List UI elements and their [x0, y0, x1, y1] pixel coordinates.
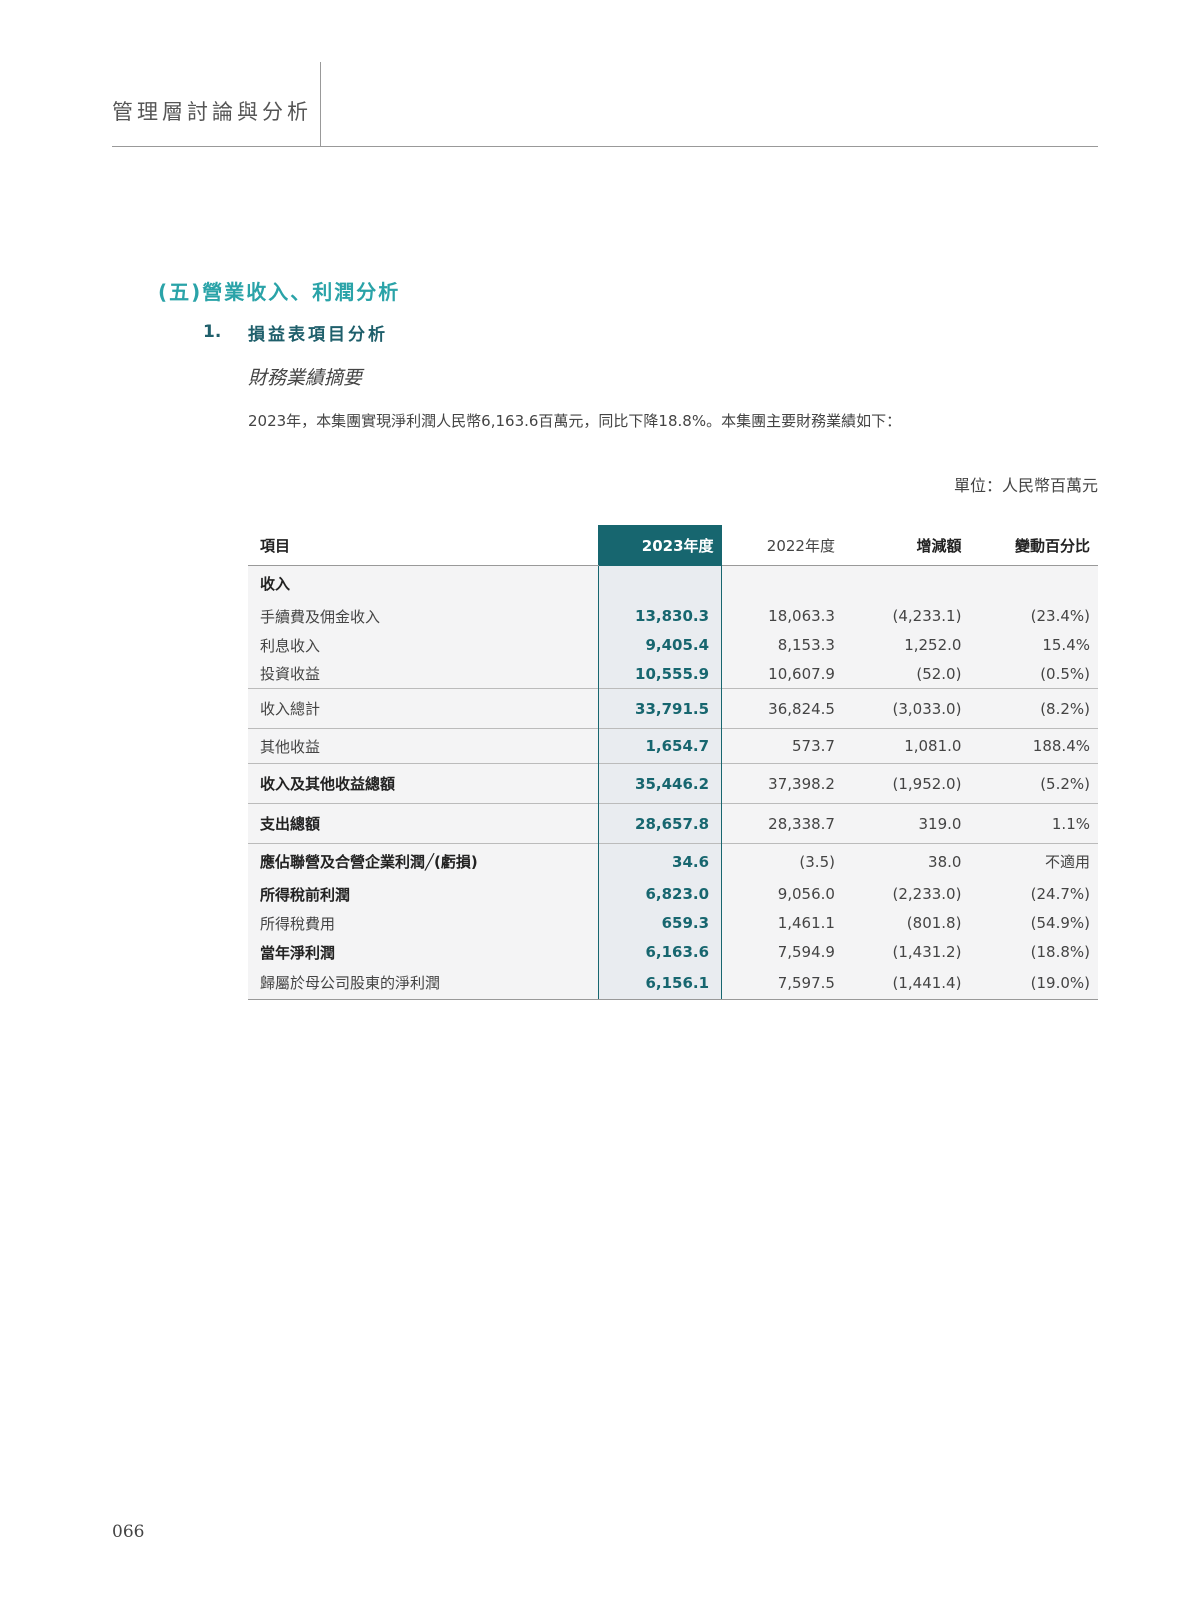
- value-2022: (3.5): [721, 843, 843, 880]
- row-label: 手續費及佣金收入: [248, 601, 599, 631]
- value-2023: 33,791.5: [597, 688, 723, 729]
- row-label: 收入總計: [248, 688, 599, 729]
- value-2023: [597, 565, 723, 602]
- table-row: 收入: [248, 565, 1098, 602]
- header-item: 項目: [248, 525, 599, 566]
- value-2022: 8,153.3: [721, 630, 843, 660]
- value-2022: 9,056.0: [721, 879, 843, 909]
- value-change-pct: 188.4%: [969, 728, 1098, 764]
- row-label: 應佔聯營及合營企業利潤╱(虧損): [248, 843, 599, 880]
- table-row: 支出總額 28,657.8 28,338.7 319.0 1.1%: [248, 803, 1098, 844]
- header-2023: 2023年度: [598, 525, 722, 566]
- value-2023: 34.6: [597, 843, 723, 880]
- page-number: 066: [112, 1522, 145, 1542]
- value-change: 1,081.0: [842, 728, 970, 764]
- value-change: 319.0: [842, 803, 970, 844]
- table-row: 應佔聯營及合營企業利潤╱(虧損) 34.6 (3.5) 38.0 不適用: [248, 843, 1098, 880]
- value-change-pct: 不適用: [969, 843, 1098, 880]
- value-2023: 9,405.4: [597, 630, 723, 660]
- table-row: 投資收益 10,555.9 10,607.9 (52.0) (0.5%): [248, 659, 1098, 689]
- value-2022: [721, 565, 843, 602]
- value-2022: 18,063.3: [721, 601, 843, 631]
- row-label: 其他收益: [248, 728, 599, 764]
- table-row: 當年淨利潤 6,163.6 7,594.9 (1,431.2) (18.8%): [248, 937, 1098, 967]
- value-2023: 6,163.6: [597, 937, 723, 967]
- row-label: 所得稅前利潤: [248, 879, 599, 909]
- table-row: 收入及其他收益總額 35,446.2 37,398.2 (1,952.0) (5.2%): [248, 763, 1098, 804]
- value-change: (1,431.2): [842, 937, 970, 967]
- value-change-pct: 1.1%: [969, 803, 1098, 844]
- value-change: 1,252.0: [842, 630, 970, 660]
- value-2023: 28,657.8: [597, 803, 723, 844]
- financial-summary-table: 項目 2023年度 2022年度 增減額 變動百分比 收入 手續費及佣金收入 13,…: [248, 525, 1098, 1000]
- value-2023: 10,555.9: [597, 659, 723, 689]
- value-change-pct: (54.9%): [969, 908, 1098, 938]
- row-label: 投資收益: [248, 659, 599, 689]
- value-change-pct: (8.2%): [969, 688, 1098, 729]
- value-change-pct: (0.5%): [969, 659, 1098, 689]
- table-row: 所得稅前利潤 6,823.0 9,056.0 (2,233.0) (24.7%): [248, 879, 1098, 909]
- subsection-number: 1.: [203, 322, 222, 342]
- row-label: 利息收入: [248, 630, 599, 660]
- value-change-pct: (23.4%): [969, 601, 1098, 631]
- row-label: 收入: [248, 565, 599, 602]
- value-change: (3,033.0): [842, 688, 970, 729]
- value-2023: 659.3: [597, 908, 723, 938]
- running-header-title: 管理層討論與分析: [112, 100, 312, 124]
- section-title: (五)營業收入、利潤分析: [158, 280, 401, 304]
- value-2022: 36,824.5: [721, 688, 843, 729]
- value-change-pct: [969, 565, 1098, 602]
- table-row: 其他收益 1,654.7 573.7 1,081.0 188.4%: [248, 728, 1098, 764]
- value-2022: 28,338.7: [721, 803, 843, 844]
- header-2022: 2022年度: [721, 525, 843, 566]
- value-2023: 1,654.7: [597, 728, 723, 764]
- row-label: 收入及其他收益總額: [248, 763, 599, 804]
- summary-paragraph: 2023年，本集團實現淨利潤人民幣6,163.6百萬元，同比下降18.8%。本集…: [248, 412, 902, 430]
- table-header-row: 項目 2023年度 2022年度 增減額 變動百分比: [248, 525, 1098, 566]
- value-2022: 573.7: [721, 728, 843, 764]
- value-change: (1,441.4): [842, 966, 970, 1000]
- value-2022: 10,607.9: [721, 659, 843, 689]
- header-divider-horizontal: [112, 146, 1098, 147]
- value-2023: 6,156.1: [597, 966, 723, 1000]
- value-2022: 37,398.2: [721, 763, 843, 804]
- subsection-title: 損益表項目分析: [248, 325, 388, 345]
- value-change: (2,233.0): [842, 879, 970, 909]
- header-divider-vertical: [320, 62, 321, 146]
- value-change: 38.0: [842, 843, 970, 880]
- table-row: 歸屬於母公司股東的淨利潤 6,156.1 7,597.5 (1,441.4) (19.0…: [248, 966, 1098, 1000]
- value-change-pct: (18.8%): [969, 937, 1098, 967]
- value-2023: 6,823.0: [597, 879, 723, 909]
- table-row: 手續費及佣金收入 13,830.3 18,063.3 (4,233.1) (23.4%): [248, 601, 1098, 631]
- row-label: 所得稅費用: [248, 908, 599, 938]
- italic-heading: 財務業績摘要: [248, 367, 363, 389]
- table-row: 收入總計 33,791.5 36,824.5 (3,033.0) (8.2%): [248, 688, 1098, 729]
- value-change: (801.8): [842, 908, 970, 938]
- row-label: 支出總額: [248, 803, 599, 844]
- row-label: 歸屬於母公司股東的淨利潤: [248, 966, 599, 1000]
- header-change: 增減額: [842, 525, 970, 566]
- table-row: 利息收入 9,405.4 8,153.3 1,252.0 15.4%: [248, 630, 1098, 660]
- value-change: [842, 565, 970, 602]
- value-change-pct: (24.7%): [969, 879, 1098, 909]
- value-2023: 35,446.2: [597, 763, 723, 804]
- row-label: 當年淨利潤: [248, 937, 599, 967]
- header-change-pct: 變動百分比: [969, 525, 1098, 566]
- value-2022: 1,461.1: [721, 908, 843, 938]
- value-change: (52.0): [842, 659, 970, 689]
- value-change-pct: 15.4%: [969, 630, 1098, 660]
- value-2022: 7,597.5: [721, 966, 843, 1000]
- value-change: (1,952.0): [842, 763, 970, 804]
- table-row: 所得稅費用 659.3 1,461.1 (801.8) (54.9%): [248, 908, 1098, 938]
- value-change: (4,233.1): [842, 601, 970, 631]
- value-2022: 7,594.9: [721, 937, 843, 967]
- value-change-pct: (5.2%): [969, 763, 1098, 804]
- unit-note: 單位：人民幣百萬元: [953, 476, 1098, 495]
- value-2023: 13,830.3: [597, 601, 723, 631]
- value-change-pct: (19.0%): [969, 966, 1098, 1000]
